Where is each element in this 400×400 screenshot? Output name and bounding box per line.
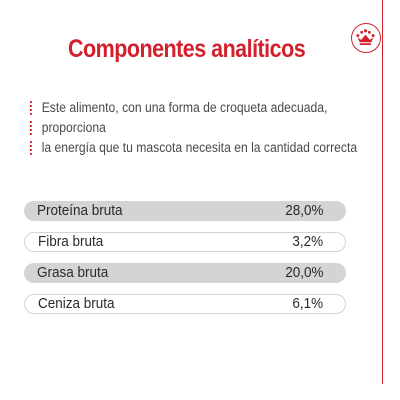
- component-value: 28,0%: [285, 202, 324, 219]
- component-row-protein: Proteína bruta 28,0%: [24, 201, 346, 221]
- component-row-fat: Grasa bruta 20,0%: [24, 263, 346, 283]
- intro-line: la energía que tu mascota necesita en la…: [30, 138, 357, 158]
- intro-text: Este alimento, con una forma de croqueta…: [30, 98, 360, 158]
- analytical-components-table: Proteína bruta 28,0% Fibra bruta 3,2% Gr…: [24, 201, 346, 325]
- component-label: Ceniza bruta: [38, 295, 115, 312]
- component-label: Fibra bruta: [38, 233, 104, 250]
- component-value: 6,1%: [292, 295, 323, 312]
- brand-logo-badge: [351, 23, 381, 53]
- intro-line: proporciona: [30, 118, 327, 138]
- component-value: 3,2%: [292, 233, 323, 250]
- component-row-fiber: Fibra bruta 3,2%: [24, 232, 346, 252]
- component-label: Proteína bruta: [37, 202, 123, 219]
- component-row-ash: Ceniza bruta 6,1%: [24, 294, 346, 314]
- intro-line: Este alimento, con una forma de croqueta…: [30, 98, 327, 118]
- component-label: Grasa bruta: [37, 264, 109, 281]
- vertical-divider: [382, 0, 383, 384]
- page-title: Componentes analíticos: [68, 35, 306, 63]
- component-value: 20,0%: [285, 264, 324, 281]
- royal-crown-icon: [356, 29, 375, 45]
